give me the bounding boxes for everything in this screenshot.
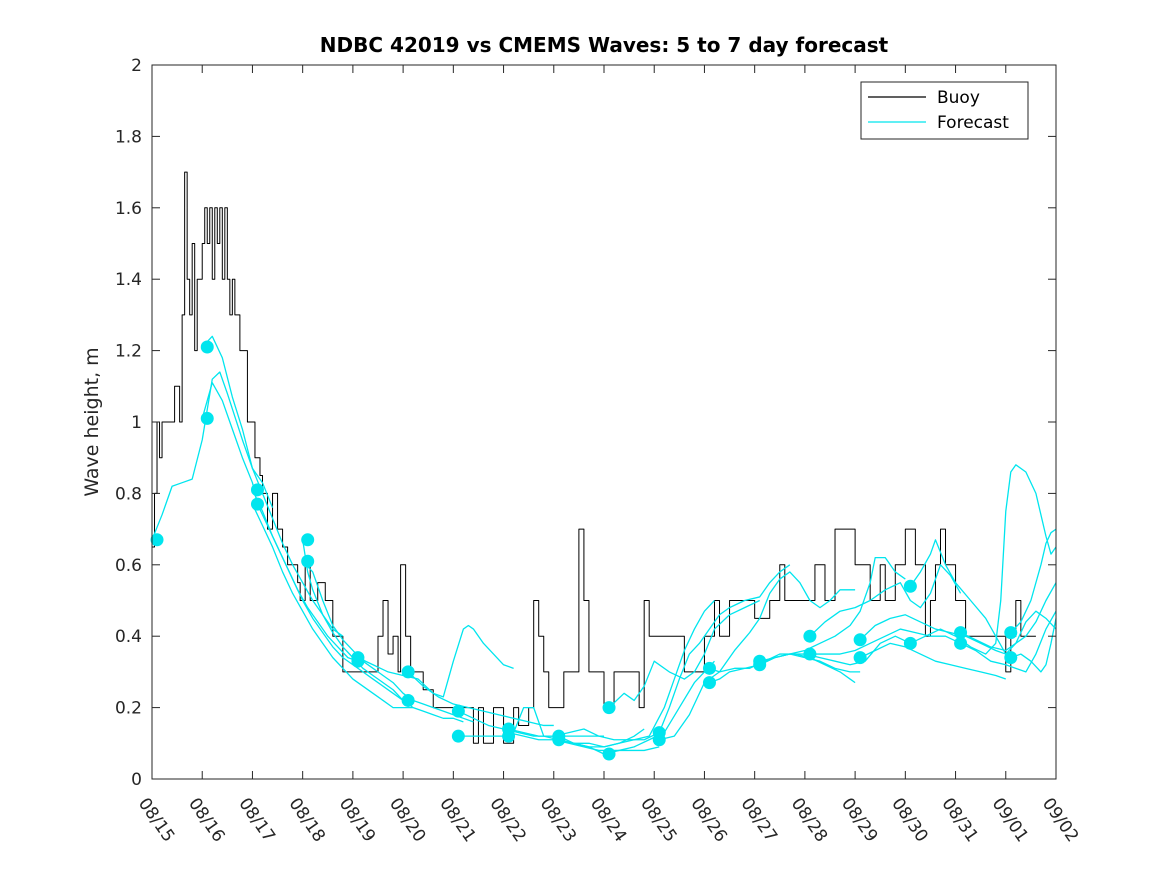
forecast-start-marker bbox=[903, 636, 917, 650]
forecast-start-marker bbox=[1004, 651, 1018, 665]
plot-area bbox=[150, 171, 1057, 761]
forecast-start-marker bbox=[903, 579, 917, 593]
forecast-start-marker bbox=[954, 636, 968, 650]
forecast-series-line-20 bbox=[709, 571, 856, 673]
y-tick-label: 1.4 bbox=[115, 270, 142, 290]
chart-title: NDBC 42019 vs CMEMS Waves: 5 to 7 day fo… bbox=[320, 33, 889, 57]
y-tick-label: 1.2 bbox=[115, 342, 142, 362]
forecast-start-marker bbox=[1004, 626, 1018, 640]
y-tick-label: 1 bbox=[131, 413, 142, 433]
forecast-start-marker bbox=[803, 629, 817, 643]
forecast-start-marker bbox=[702, 676, 716, 690]
forecast-start-marker bbox=[602, 701, 616, 715]
forecast-start-marker bbox=[652, 733, 666, 747]
y-tick-label: 2 bbox=[131, 56, 142, 76]
legend-buoy-label: Buoy bbox=[937, 88, 980, 108]
forecast-start-marker bbox=[853, 633, 867, 647]
forecast-series-line-16 bbox=[608, 599, 760, 709]
forecast-series-line-30 bbox=[960, 610, 1057, 673]
forecast-series-line-23 bbox=[809, 564, 962, 637]
forecast-start-marker bbox=[351, 654, 365, 668]
forecast-series-line-27 bbox=[909, 539, 1057, 655]
forecast-start-marker bbox=[753, 658, 767, 672]
forecast-series-line-6 bbox=[302, 539, 464, 723]
forecast-start-marker bbox=[250, 497, 264, 511]
forecast-start-marker bbox=[502, 729, 516, 743]
legend: Buoy Forecast bbox=[860, 81, 1029, 140]
y-axis-label: Wave height, m bbox=[81, 347, 103, 496]
forecast-start-marker bbox=[401, 693, 415, 707]
forecast-series-line-28 bbox=[910, 464, 1057, 655]
forecast-series-line-8 bbox=[357, 624, 514, 698]
forecast-start-marker bbox=[200, 411, 214, 425]
series-layer bbox=[151, 171, 1057, 755]
forecast-start-marker bbox=[150, 533, 164, 547]
forecast-series-line-9 bbox=[407, 671, 554, 727]
y-tick-label: 0.4 bbox=[115, 627, 142, 647]
y-tick-label: 1.6 bbox=[115, 199, 142, 219]
forecast-series-line-10 bbox=[458, 710, 604, 737]
buoy-series-line bbox=[152, 171, 1036, 744]
y-tick-label: 1.8 bbox=[115, 127, 142, 147]
forecast-series-line-5 bbox=[251, 503, 414, 709]
y-tick-label: 0.8 bbox=[115, 484, 142, 504]
forecast-start-marker bbox=[451, 704, 465, 718]
forecast-series-line-26 bbox=[859, 642, 1006, 680]
forecast-start-marker bbox=[451, 729, 465, 743]
y-tick-label: 0.6 bbox=[115, 556, 142, 576]
forecast-series-line-7 bbox=[302, 560, 474, 723]
legend-forecast-label: Forecast bbox=[937, 113, 1009, 133]
y-ticks: 0 0.2 0.4 0.6 0.8 1 1.2 1.4 1.6 1.8 2 bbox=[115, 56, 1056, 790]
forecast-start-marker bbox=[250, 483, 264, 497]
forecast-start-marker bbox=[200, 340, 214, 354]
y-tick-label: 0.2 bbox=[115, 699, 142, 719]
forecast-start-marker bbox=[602, 747, 616, 761]
y-tick-label: 0 bbox=[131, 770, 142, 790]
forecast-start-marker bbox=[301, 533, 315, 547]
forecast-series-line-31 bbox=[1010, 528, 1057, 634]
forecast-series-line-15 bbox=[558, 600, 715, 748]
forecast-series-line-17 bbox=[658, 564, 791, 733]
forecast-start-marker bbox=[853, 651, 867, 665]
forecast-start-marker bbox=[301, 554, 315, 568]
forecast-start-marker bbox=[954, 626, 968, 640]
forecast-start-marker bbox=[803, 647, 817, 661]
forecast-series-line-22 bbox=[759, 557, 906, 662]
forecast-start-marker bbox=[401, 665, 415, 679]
forecast-series-line-2 bbox=[201, 335, 344, 637]
forecast-series-line-25 bbox=[859, 614, 1006, 655]
forecast-series-line-24 bbox=[809, 628, 961, 655]
forecast-start-marker bbox=[552, 733, 566, 747]
forecast-start-marker bbox=[702, 661, 716, 675]
forecast-series-line-32 bbox=[1010, 618, 1057, 673]
forecast-series-line-4 bbox=[251, 489, 409, 705]
legend-box bbox=[860, 81, 1029, 140]
forecast-series-line-13 bbox=[508, 731, 660, 752]
forecast-series-line-29 bbox=[960, 582, 1057, 652]
marker-layer bbox=[150, 340, 1018, 761]
